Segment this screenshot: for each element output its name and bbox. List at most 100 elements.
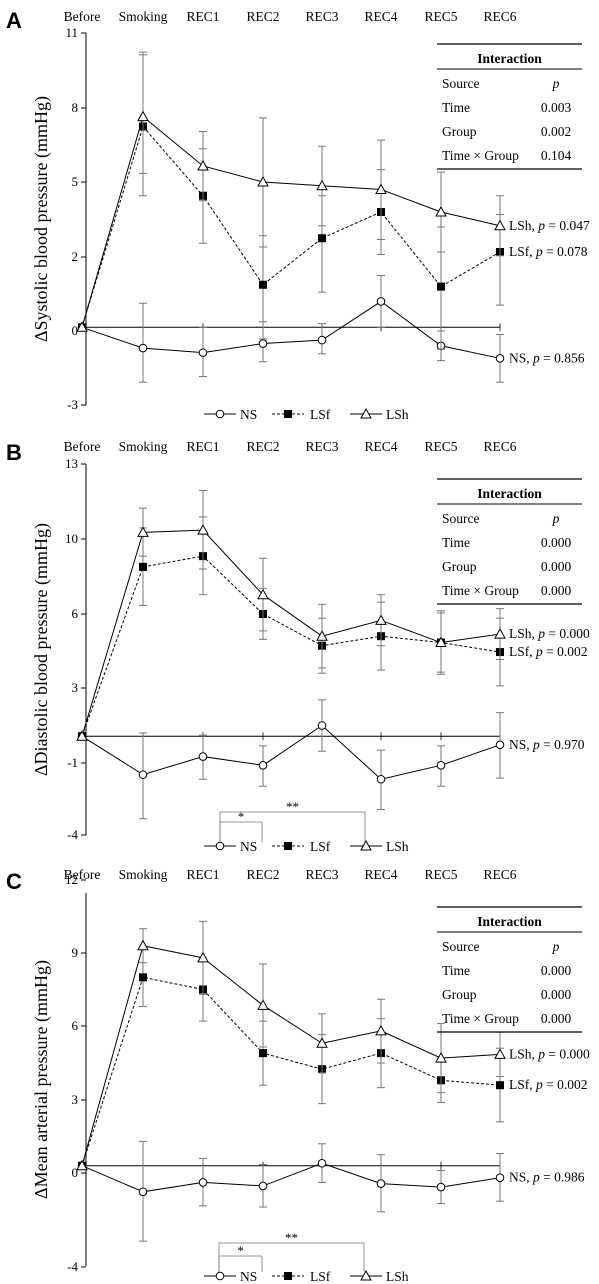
- category-label: REC1: [186, 9, 219, 24]
- series-end-label: LSh, p = 0.000: [509, 626, 590, 641]
- table-cell-p: 0.000: [541, 1011, 572, 1026]
- category-label: REC6: [483, 9, 516, 24]
- data-point: [198, 752, 208, 761]
- end-label-part: NS,: [509, 350, 533, 365]
- category-label: Smoking: [119, 439, 168, 454]
- end-label-part: = 0.002: [543, 1077, 588, 1092]
- category-label: REC5: [424, 867, 457, 882]
- table-cell-source: Group: [442, 124, 477, 139]
- data-point: [198, 1178, 208, 1187]
- table-cell-p: 0.000: [541, 535, 572, 550]
- legend-marker-ns: [215, 1271, 225, 1281]
- table-header-p: p: [552, 511, 560, 526]
- y-axis-title: ΔDiastolic blood pressure (mmHg): [31, 523, 52, 776]
- series-end-label: LSf, p = 0.002: [509, 644, 588, 659]
- end-label-part: = 0.000: [545, 626, 590, 641]
- data-point: [316, 630, 328, 641]
- end-label-part: = 0.986: [540, 1170, 585, 1185]
- data-point: [496, 1081, 504, 1090]
- data-point: [258, 339, 268, 348]
- series-line: [81, 125, 501, 328]
- data-point: [435, 1052, 447, 1063]
- data-point: [376, 774, 386, 784]
- y-tick-label: 2: [72, 249, 79, 264]
- legend-marker-lsh: [360, 407, 372, 419]
- end-label-part: = 0.000: [545, 1046, 590, 1061]
- data-point: [197, 951, 209, 963]
- table-cell-source: Time: [442, 963, 470, 978]
- table-cell-source: Time × Group: [442, 583, 519, 598]
- data-point: [258, 1181, 268, 1191]
- y-tick-label: -1: [67, 755, 78, 770]
- end-label-part: = 0.078: [543, 244, 588, 259]
- series-end-label: LSh, p = 0.047: [509, 218, 590, 233]
- series-line: [81, 976, 501, 1166]
- panel-label: B: [6, 440, 22, 465]
- table-title: Interaction: [477, 486, 542, 501]
- data-point: [258, 761, 268, 770]
- bracket-ns-lsh: [218, 1242, 365, 1272]
- data-point: [375, 1024, 387, 1036]
- panel-b: B Before Smoking REC1 REC2 REC3 REC4 REC5 REC6 -4…: [6, 439, 590, 854]
- y-tick-label: 3: [72, 680, 79, 695]
- y-tick-label: 6: [72, 1018, 79, 1033]
- data-point: [317, 335, 327, 345]
- data-point: [257, 999, 269, 1010]
- data-point: [375, 614, 387, 625]
- table-title: Interaction: [477, 914, 542, 929]
- category-label: REC3: [305, 867, 338, 882]
- end-label-part: p: [535, 244, 543, 259]
- panel-c: C Before Smoking REC1 REC2 REC3 REC4 REC5 REC6 -4…: [6, 867, 590, 1284]
- legend: NS LSf LSh: [204, 407, 409, 422]
- table-header-p: p: [552, 939, 560, 954]
- series-line: [81, 555, 501, 737]
- series-lsf: LSf, p = 0.078: [78, 51, 588, 350]
- legend-marker-lsh: [360, 839, 372, 851]
- series-line: [81, 529, 501, 737]
- legend-marker-ns: [215, 409, 225, 419]
- legend-label-lsh: LSh: [386, 1269, 409, 1284]
- significance-brackets: ***: [219, 799, 366, 842]
- category-label: REC2: [246, 439, 279, 454]
- data-point: [436, 761, 446, 770]
- legend-label-lsf: LSf: [310, 407, 331, 422]
- end-label-part: LSf,: [509, 1077, 536, 1092]
- table-cell-p: 0.104: [541, 148, 572, 163]
- end-label-part: = 0.970: [540, 737, 585, 752]
- series-end-label: LSh, p = 0.000: [509, 1046, 590, 1061]
- table-cell-source: Time: [442, 100, 470, 115]
- data-point: [495, 740, 505, 750]
- y-tick-label: 3: [72, 1092, 79, 1107]
- y-tick-label: 8: [72, 100, 79, 115]
- data-point: [137, 939, 149, 951]
- category-label: REC1: [186, 867, 219, 882]
- series-line: [81, 724, 501, 780]
- end-label-part: = 0.856: [540, 350, 585, 365]
- data-point: [138, 343, 148, 353]
- category-label: REC3: [305, 439, 338, 454]
- y-tick-label: 0: [72, 1165, 79, 1180]
- end-label-part: p: [535, 644, 543, 659]
- legend-label-lsf: LSf: [310, 1269, 331, 1284]
- legend-label-ns: NS: [240, 839, 257, 854]
- y-tick-label: -4: [67, 827, 78, 842]
- panel-label: A: [6, 8, 22, 33]
- y-axis-title: ΔSystolic blood pressure (mmHg): [31, 96, 52, 342]
- data-point: [257, 588, 269, 600]
- series-ns: NS, p = 0.970: [77, 699, 585, 820]
- data-point: [376, 297, 386, 306]
- end-label-part: p: [537, 218, 545, 233]
- panel-a: A Before Smoking REC1 REC2 REC3 REC4 REC5 REC6 -3…: [6, 8, 590, 422]
- data-point: [436, 1182, 446, 1192]
- data-point: [437, 282, 445, 291]
- table-header-source: Source: [442, 939, 480, 954]
- data-point: [138, 770, 148, 779]
- y-tick-label: 11: [65, 25, 78, 40]
- category-label: Smoking: [119, 867, 168, 882]
- data-point: [76, 321, 88, 332]
- data-point: [495, 354, 505, 363]
- legend-marker-lsf: [284, 1272, 292, 1280]
- end-label-part: p: [535, 1077, 543, 1092]
- category-label: Before: [64, 439, 101, 454]
- category-label: REC3: [305, 9, 338, 24]
